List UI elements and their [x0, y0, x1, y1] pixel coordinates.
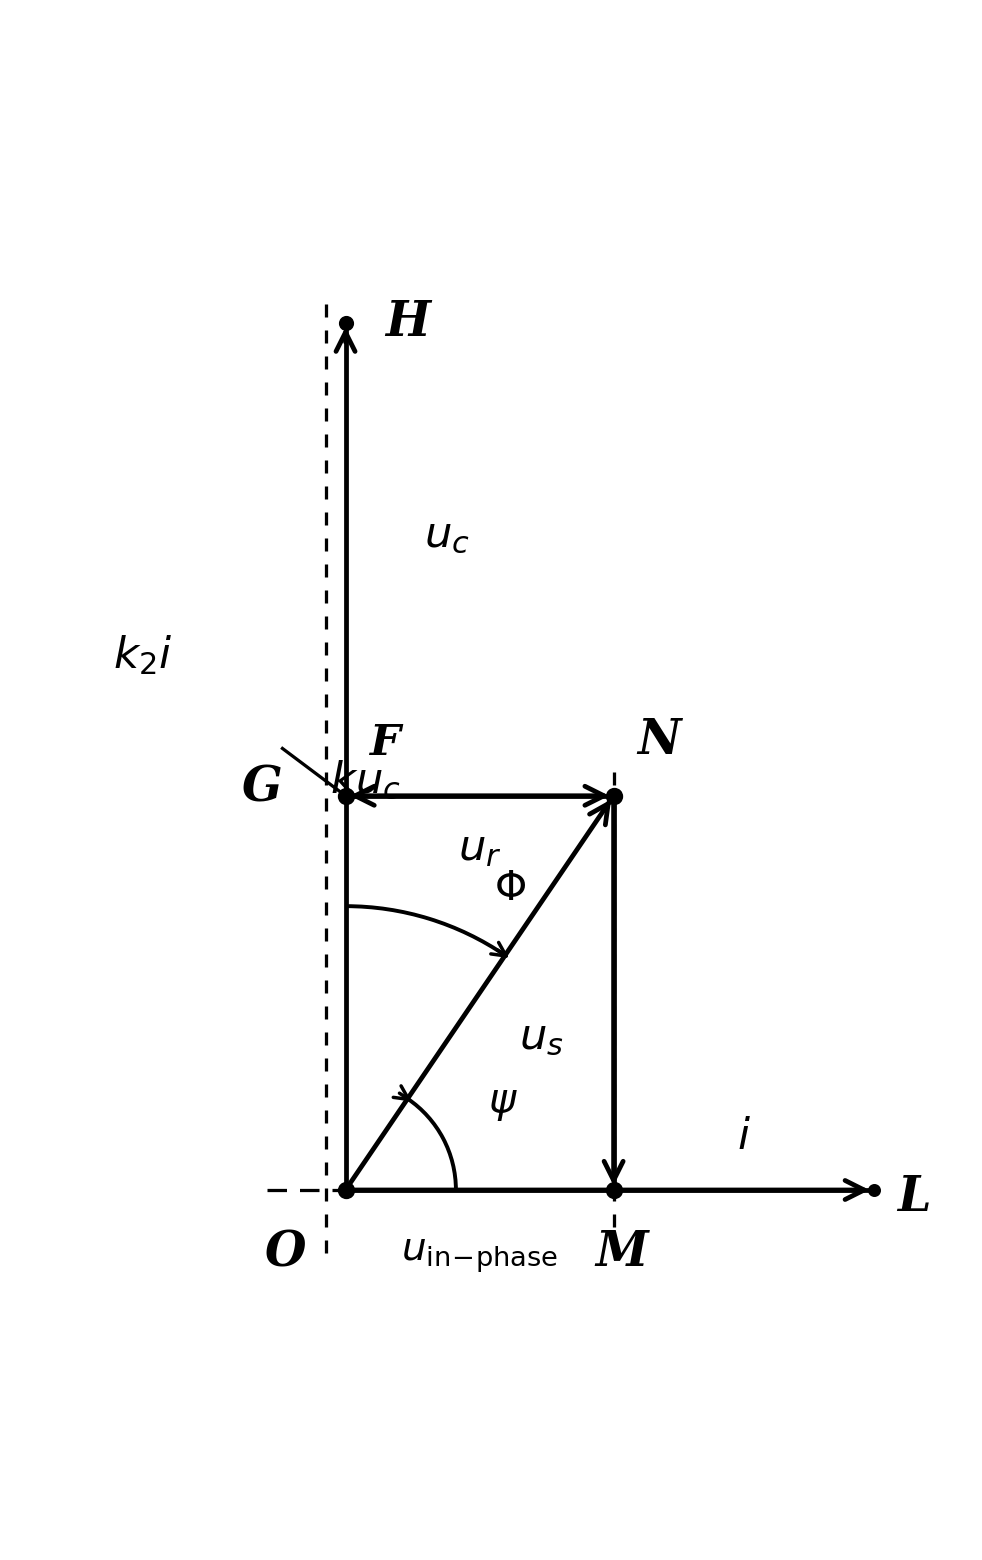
Text: F: F — [369, 722, 400, 764]
Text: M: M — [595, 1229, 647, 1276]
Text: $u_r$: $u_r$ — [458, 827, 501, 869]
Text: G: G — [242, 764, 282, 811]
Text: $\psi$: $\psi$ — [488, 1083, 518, 1123]
Text: $\Phi$: $\Phi$ — [493, 869, 525, 908]
Text: $u_s$: $u_s$ — [518, 1017, 564, 1059]
Text: $u_c$: $u_c$ — [424, 515, 469, 557]
Text: $u_{\mathrm{in\!-\!phase}}$: $u_{\mathrm{in\!-\!phase}}$ — [401, 1237, 558, 1276]
Text: L: L — [897, 1175, 930, 1221]
Text: H: H — [385, 300, 429, 346]
Text: $k_2i$: $k_2i$ — [113, 633, 172, 677]
Text: $ku_c$: $ku_c$ — [330, 758, 401, 802]
Text: N: N — [636, 718, 681, 764]
Text: $i$: $i$ — [736, 1117, 750, 1159]
Text: O: O — [264, 1229, 305, 1276]
